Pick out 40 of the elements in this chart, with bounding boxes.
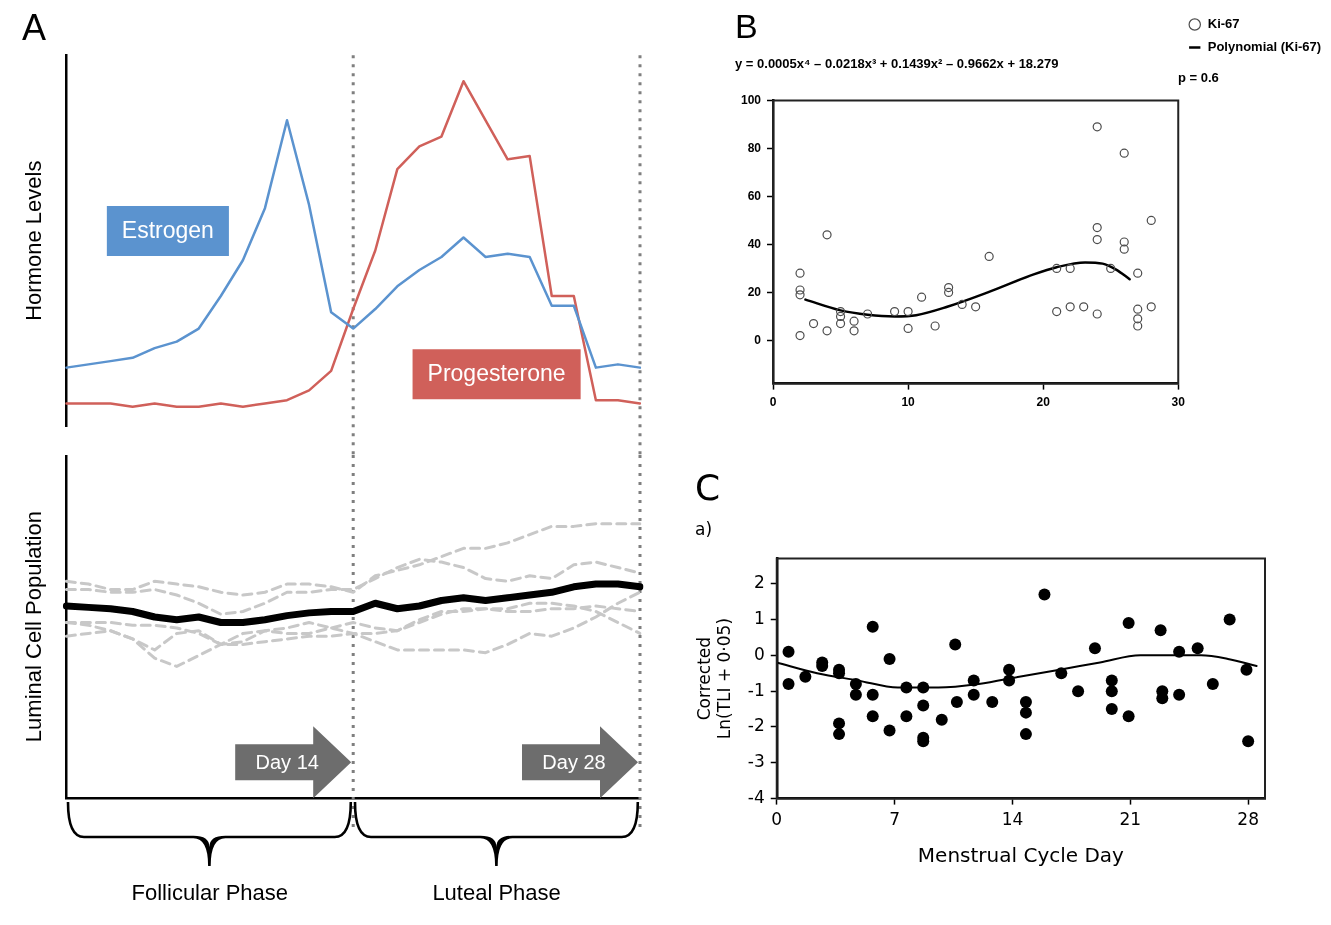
y-tick-label: -1: [747, 679, 765, 700]
y-tick-label: -2: [747, 715, 765, 736]
x-tick-label: 20: [1036, 395, 1051, 410]
y-tick-label: 80: [747, 140, 762, 155]
x-tick-label: 14: [1001, 809, 1024, 830]
chart-title: A: [22, 6, 47, 48]
x-tick-label: 28: [1237, 809, 1259, 830]
y-axis-title: Luminal Cell Population: [21, 511, 47, 743]
x-axis-title: Menstrual Cycle Day: [917, 843, 1125, 868]
x-tick-label: 30: [1171, 395, 1186, 410]
text: Day 14: [255, 750, 319, 773]
legend-label: Polynomial (Ki-67): [1207, 39, 1322, 55]
y-axis-title: Corrected Ln(TLI + 0·05): [693, 617, 735, 740]
legend-label: Ki-67: [1207, 16, 1240, 32]
chart-title: B: [735, 6, 758, 45]
y-tick-label: 100: [740, 92, 762, 107]
y-tick-label: 60: [747, 188, 762, 203]
text: Luteal Phase: [432, 880, 561, 906]
text: Follicular Phase: [131, 880, 289, 906]
x-tick-label: 0: [771, 809, 783, 830]
y-tick-label: 0: [754, 332, 762, 347]
y-tick-label: 2: [753, 572, 765, 593]
series-label: Estrogen: [121, 217, 214, 244]
x-tick-label: 21: [1119, 809, 1142, 830]
x-tick-label: 0: [769, 395, 777, 410]
y-tick-label: 20: [747, 284, 762, 299]
x-tick-label: 10: [901, 395, 916, 410]
text: p = 0.6: [1178, 69, 1219, 85]
y-tick-label: -4: [747, 787, 765, 808]
chart-subtitle: a): [695, 518, 713, 539]
y-tick-label: 0: [753, 643, 765, 664]
chart-subtitle: y = 0.0005x⁴ – 0.0218x³ + 0.1439x² – 0.9662x + 18.279: [735, 56, 1059, 72]
y-tick-label: 1: [753, 607, 765, 628]
x-tick-label: 7: [889, 809, 901, 830]
y-tick-label: 40: [747, 236, 762, 251]
text: Day 28: [542, 750, 606, 773]
y-tick-label: -3: [747, 751, 765, 772]
y-axis-title: Hormone Levels: [21, 160, 47, 321]
series-label: Progesterone: [427, 360, 566, 387]
chart-title: C: [695, 466, 721, 508]
